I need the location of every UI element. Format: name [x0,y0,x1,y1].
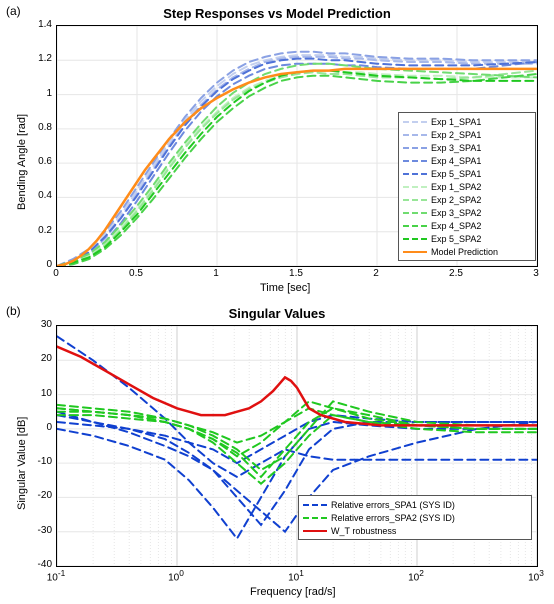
legend-row: Exp 3_SPA1 [403,141,531,154]
legend-label: Relative errors_SPA1 (SYS ID) [331,500,455,510]
legend-row: Exp 4_SPA2 [403,219,531,232]
legend-row: Exp 2_SPA1 [403,128,531,141]
legend-label: Exp 5_SPA2 [431,234,481,244]
legend-label: Exp 1_SPA2 [431,182,481,192]
panel-b-legend: Relative errors_SPA1 (SYS ID) Relative er… [298,495,532,540]
panel-b-title: Singular Values [0,306,554,321]
legend-row: Relative errors_SPA1 (SYS ID) [303,498,527,511]
legend-row: Relative errors_SPA2 (SYS ID) [303,511,527,524]
legend-row: Exp 3_SPA2 [403,206,531,219]
legend-label: Exp 2_SPA1 [431,130,481,140]
legend-label: Exp 5_SPA1 [431,169,481,179]
panel-a: (a) Step Responses vs Model Prediction B… [0,0,554,300]
legend-row: Exp 1_SPA2 [403,180,531,193]
legend-row: Exp 5_SPA2 [403,232,531,245]
legend-label: Exp 3_SPA1 [431,143,481,153]
legend-label: Exp 4_SPA1 [431,156,481,166]
legend-label: Exp 2_SPA2 [431,195,481,205]
panel-a-legend: Exp 1_SPA1 Exp 2_SPA1 Exp 3_SPA1 Exp 4_SPA1… [398,112,536,261]
figure: (a) Step Responses vs Model Prediction B… [0,0,554,604]
legend-label: Exp 4_SPA2 [431,221,481,231]
panel-b: (b) Singular Values Singular Value [dB] … [0,300,554,604]
legend-row: W_T robustness [303,524,527,537]
legend-label: Exp 3_SPA2 [431,208,481,218]
panel-b-xlabel: Frequency [rad/s] [250,586,336,598]
legend-row: Exp 1_SPA1 [403,115,531,128]
legend-label: Model Prediction [431,247,498,257]
legend-label: W_T robustness [331,526,396,536]
panel-a-xlabel: Time [sec] [260,282,310,294]
panel-a-title: Step Responses vs Model Prediction [0,6,554,21]
legend-row: Exp 5_SPA1 [403,167,531,180]
legend-label: Exp 1_SPA1 [431,117,481,127]
legend-row: Exp 2_SPA2 [403,193,531,206]
legend-label: Relative errors_SPA2 (SYS ID) [331,513,455,523]
legend-row: Model Prediction [403,245,531,258]
legend-row: Exp 4_SPA1 [403,154,531,167]
